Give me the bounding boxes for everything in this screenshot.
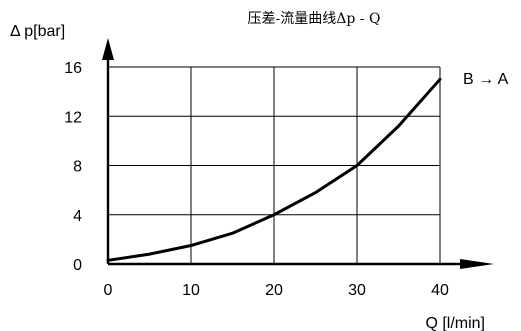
x-tick-label-2: 20	[265, 282, 283, 299]
axis-layer	[102, 38, 494, 269]
y-axis-label: Δ p[bar]	[10, 23, 65, 40]
y-axis-arrowhead	[102, 38, 114, 60]
y-tick-label-1: 4	[73, 208, 82, 225]
grid-layer	[108, 66, 441, 264]
flow-direction-annotation: B → A	[463, 71, 509, 88]
chart-title: 压差-流量曲线Δp - Q	[248, 11, 381, 27]
tick-label-layer: 0 10 20 30 40 0 4 8 12 16	[64, 60, 449, 299]
x-tick-label-3: 30	[348, 282, 366, 299]
y-tick-label-3: 12	[64, 109, 82, 126]
y-tick-label-4: 16	[64, 60, 82, 77]
x-tick-label-0: 0	[104, 282, 113, 299]
x-tick-label-4: 40	[431, 282, 449, 299]
y-tick-label-0: 0	[73, 257, 82, 274]
x-axis-label: Q [l/min]	[425, 315, 485, 331]
x-axis-arrowhead	[460, 259, 494, 269]
series-layer	[106, 77, 442, 262]
x-tick-label-1: 10	[182, 282, 200, 299]
y-tick-label-2: 8	[73, 159, 82, 176]
